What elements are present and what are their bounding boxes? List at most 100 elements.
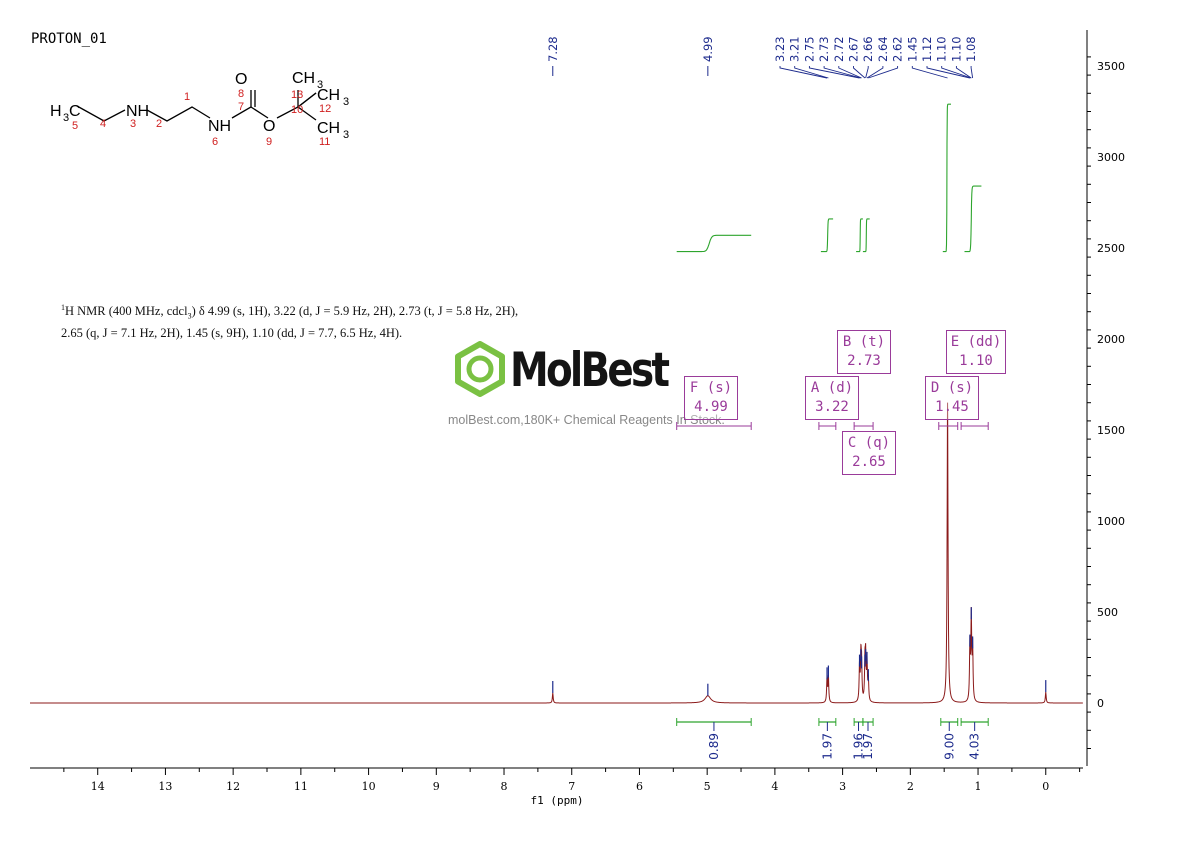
multiplet-box-e: E (dd) 1.10 xyxy=(946,330,1006,374)
atom-label: NH xyxy=(208,118,231,135)
multiplet-box-a: A (d) 3.22 xyxy=(805,376,859,420)
multiplet-type: t xyxy=(868,334,877,350)
integral-curve xyxy=(942,103,951,253)
multiplet-shift: 2.65 xyxy=(852,454,886,470)
integral-curve xyxy=(676,234,752,253)
atom-label: CH xyxy=(317,120,340,137)
atom-number: 2 xyxy=(156,118,162,130)
peak-label: 1.08 xyxy=(964,36,978,62)
peak-label-leader xyxy=(808,66,860,79)
atom-label: O xyxy=(235,71,247,88)
atom-number: 6 xyxy=(212,136,218,148)
peak-label-leader xyxy=(865,66,869,79)
atom-number: 13 xyxy=(291,89,303,101)
multiplet-box-d: D (s) 1.45 xyxy=(925,376,979,420)
x-tick-label: 7 xyxy=(568,780,575,793)
bond xyxy=(297,106,317,121)
multiplet-type: d xyxy=(836,380,845,396)
peak-label-leader xyxy=(970,66,974,79)
multiplet-type: s xyxy=(956,380,965,396)
spectrum-title: PROTON_01 xyxy=(31,31,107,47)
atom-number: 1 xyxy=(184,91,190,103)
atom-number: 12 xyxy=(319,103,331,115)
integral-value-label: 4.03 xyxy=(968,733,982,760)
peak-label-leader xyxy=(941,66,972,79)
x-tick-label: 0 xyxy=(1042,780,1049,793)
nmr-description-line2: 2.65 (q, J = 7.1 Hz, 2H), 1.45 (s, 9H), … xyxy=(61,325,403,340)
x-tick-label: 2 xyxy=(907,780,914,793)
peak-label-leader xyxy=(911,66,948,79)
y-tick-label: 500 xyxy=(1097,606,1118,619)
multiplet-id: A xyxy=(810,380,820,396)
atom-label: CH xyxy=(317,87,340,104)
peak-label: 3.23 xyxy=(773,36,787,62)
atom-label-subscript: 3 xyxy=(343,129,349,141)
nmr-sub: 3 xyxy=(187,311,192,321)
multiplet-shift: 1.10 xyxy=(959,353,993,369)
multiplet-id: B xyxy=(842,334,852,350)
multiplet-id: E xyxy=(950,334,960,350)
bond xyxy=(76,105,126,122)
integral-value-label: 0.89 xyxy=(707,733,721,760)
y-tick-label: 2500 xyxy=(1097,242,1125,255)
nmr-sup: 1 xyxy=(61,303,65,312)
x-tick-label: 1 xyxy=(975,780,982,793)
y-tick-label: 3000 xyxy=(1097,151,1125,164)
atom-label: CH xyxy=(292,70,315,87)
peak-label-leader xyxy=(794,66,829,79)
atom-label-subscript: 3 xyxy=(317,79,323,91)
x-tick-label: 11 xyxy=(294,780,308,793)
peak-label-leader xyxy=(926,66,971,79)
x-tick-label: 13 xyxy=(158,780,172,793)
peak-label-leader xyxy=(838,66,862,79)
x-tick-label: 10 xyxy=(362,780,376,793)
atom-number: 9 xyxy=(266,136,272,148)
x-axis-label: f1 (ppm) xyxy=(531,794,584,807)
integral-value-label: 1.97 xyxy=(820,733,834,760)
x-tick-label: 12 xyxy=(226,780,240,793)
peak-label: 1.10 xyxy=(949,36,963,62)
multiplet-shift: 3.22 xyxy=(815,399,849,415)
benzene-logo-icon xyxy=(455,341,505,397)
spectrum-trace xyxy=(30,402,1083,704)
multiplet-id: C xyxy=(847,435,857,451)
y-tick-label: 3500 xyxy=(1097,60,1125,73)
nmr-description-line1: H NMR (400 MHz, cdcl xyxy=(65,304,188,319)
peak-label: 1.10 xyxy=(935,36,949,62)
peak-label-leader xyxy=(866,66,884,79)
atom-number: 10 xyxy=(291,104,303,116)
integral-value-label: 9.00 xyxy=(942,733,956,760)
y-tick-label: 1500 xyxy=(1097,424,1125,437)
x-tick-label: 5 xyxy=(704,780,711,793)
multiplet-box-b: B (t) 2.73 xyxy=(837,330,891,374)
atom-number: 8 xyxy=(238,88,244,100)
peak-label: 1.12 xyxy=(920,36,934,62)
peak-label-leader xyxy=(955,66,972,79)
integral-curve xyxy=(862,218,870,253)
x-tick-label: 14 xyxy=(91,780,105,793)
atom-label-subscript: 3 xyxy=(63,112,69,124)
atom-number: 4 xyxy=(100,118,106,130)
multiplet-id: D xyxy=(930,380,940,396)
atom-number: 11 xyxy=(319,136,330,148)
bond xyxy=(297,92,317,108)
multiplet-type: q xyxy=(873,435,882,451)
atom-number: 7 xyxy=(238,101,244,113)
integral-value-label: 1.97 xyxy=(861,733,875,760)
y-tick-label: 2000 xyxy=(1097,333,1125,346)
bond xyxy=(250,106,269,119)
x-tick-label: 9 xyxy=(433,780,440,793)
peak-label: 2.64 xyxy=(876,36,890,62)
peak-label: 2.75 xyxy=(802,36,816,62)
x-tick-label: 6 xyxy=(636,780,643,793)
atom-label: C xyxy=(69,103,81,120)
peak-label: 3.21 xyxy=(788,36,802,62)
atom-number: 3 xyxy=(130,118,136,130)
logo-wordmark: MolBest xyxy=(510,343,670,398)
atom-label: H xyxy=(50,103,62,120)
integral-curve xyxy=(856,218,863,253)
multiplet-box-c: C (q) 2.65 xyxy=(842,431,896,475)
multiplet-type: s xyxy=(715,380,724,396)
peak-label-leader xyxy=(853,66,866,79)
